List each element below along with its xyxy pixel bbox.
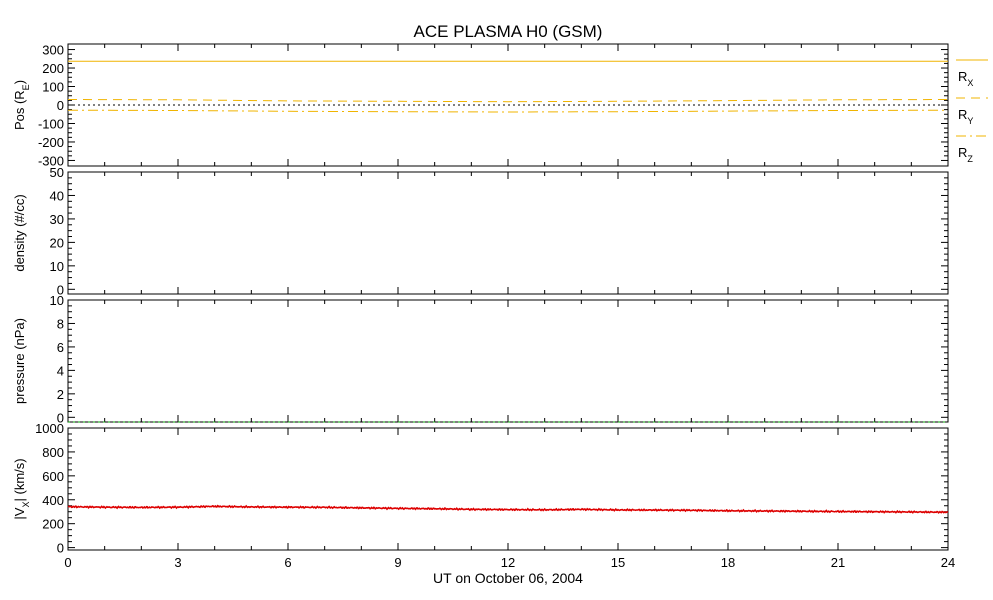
y-tick-label: 4 [57, 363, 64, 378]
series-line-position-1 [67, 99, 949, 103]
x-tick-label: 24 [941, 555, 955, 570]
x-ticks [67, 44, 949, 166]
x-tick-label: 12 [501, 555, 515, 570]
x-tick-labels: 0 3 6 9 12 15 18 21 24 [64, 555, 955, 570]
y-tick-label: 2 [57, 387, 64, 402]
y-tick-label: 0 [57, 282, 64, 297]
y-ticks: 0 200 400 600 800 1000 [35, 421, 948, 556]
x-tick-label: 15 [611, 555, 625, 570]
y-ticks: 0 2 4 6 8 10 [50, 293, 948, 425]
y-tick-label: 8 [57, 316, 64, 331]
y-tick-label: 0 [57, 541, 64, 556]
legend-label: RY [958, 107, 973, 126]
y-tick-label: 200 [42, 517, 64, 532]
y-tick-label: 100 [42, 80, 64, 95]
y-axis-label: Pos (RE) [12, 80, 31, 130]
y-tick-label: 40 [50, 188, 64, 203]
panel-velocity: 0 200 400 600 800 1000 |VX| (km/s) [12, 421, 949, 556]
legend-label: RZ [958, 145, 973, 164]
panel-position: -300 -200 -100 0 100 200 300 Pos (RE) RX RY RZ [12, 43, 988, 168]
plot-frame [67, 427, 949, 551]
panel-pressure: 0 2 4 6 8 10 pressure (nPa) [12, 293, 949, 425]
y-tick-label: 1000 [35, 421, 64, 436]
y-tick-label: 300 [42, 43, 64, 58]
legend-label: RX [958, 69, 973, 88]
panel-density: 0 10 20 30 40 50 density (#/cc) [12, 165, 949, 297]
y-tick-label: -100 [38, 116, 64, 131]
y-tick-label: 200 [42, 61, 64, 76]
y-tick-label: 10 [50, 259, 64, 274]
y-tick-label: 600 [42, 469, 64, 484]
y-tick-label: 0 [57, 410, 64, 425]
y-axis-label: density (#/cc) [12, 194, 27, 271]
y-tick-label: -200 [38, 135, 64, 150]
y-ticks: 0 10 20 30 40 50 [50, 165, 948, 297]
plot-frame [67, 299, 949, 423]
y-axis-label: |VX| (km/s) [12, 458, 31, 519]
y-tick-label: 0 [57, 98, 64, 113]
chart-title: ACE PLASMA H0 (GSM) [414, 22, 603, 41]
y-tick-label: 30 [50, 212, 64, 227]
y-axis-label: pressure (nPa) [12, 318, 27, 404]
y-tick-label: 400 [42, 493, 64, 508]
y-tick-label: 800 [42, 445, 64, 460]
plot-frame [67, 171, 949, 295]
x-tick-label: 9 [394, 555, 401, 570]
x-tick-label: 18 [721, 555, 735, 570]
y-tick-label: 20 [50, 235, 64, 250]
x-ticks [67, 172, 949, 294]
x-tick-label: 0 [64, 555, 71, 570]
x-tick-label: 3 [174, 555, 181, 570]
x-ticks [67, 300, 949, 422]
x-axis-label: UT on October 06, 2004 [433, 570, 583, 586]
series-line-position-2 [67, 109, 949, 113]
y-tick-label: -300 [38, 153, 64, 168]
series-line-velocity-0 [67, 504, 949, 514]
x-tick-label: 21 [831, 555, 845, 570]
y-tick-label: 10 [50, 293, 64, 308]
y-tick-label: 6 [57, 340, 64, 355]
x-tick-label: 6 [284, 555, 291, 570]
y-ticks: -300 -200 -100 0 100 200 300 [38, 43, 948, 168]
y-tick-label: 50 [50, 165, 64, 180]
x-ticks [67, 428, 949, 550]
